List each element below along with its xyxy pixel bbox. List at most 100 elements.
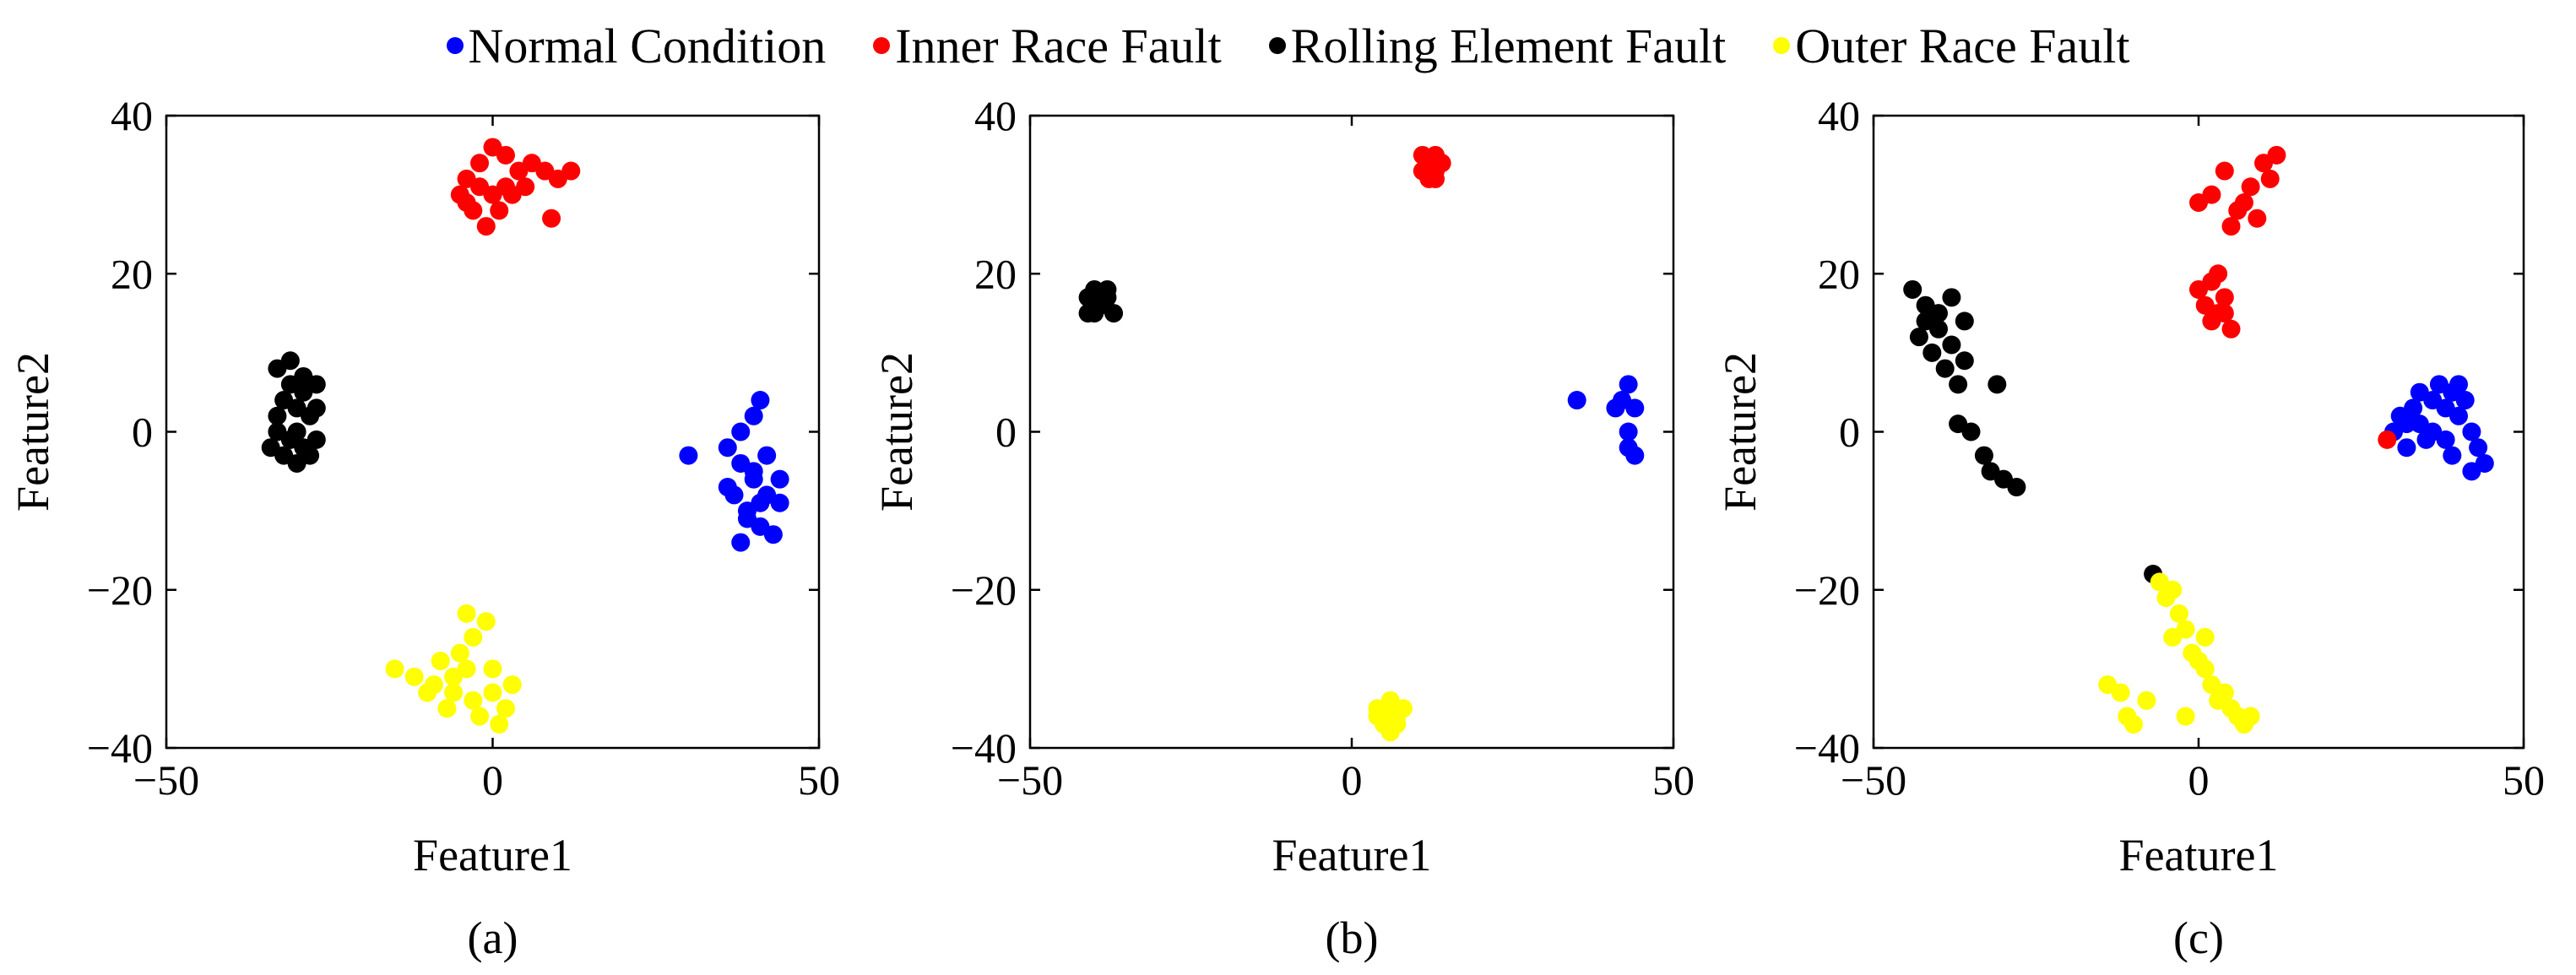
- x-tick-label: −50: [997, 756, 1063, 804]
- data-point-normal: [2449, 375, 2468, 394]
- data-point-normal: [731, 533, 751, 552]
- y-tick-label: 40: [974, 92, 1017, 139]
- data-point-normal: [2436, 430, 2455, 449]
- y-tick-label: 20: [1818, 250, 1860, 297]
- data-point-inner: [496, 177, 515, 197]
- data-point-inner: [2202, 185, 2221, 204]
- data-point-inner: [2260, 169, 2280, 188]
- panel-label: (c): [2173, 913, 2224, 963]
- y-tick-label: −40: [87, 724, 153, 772]
- data-point-inner: [542, 209, 561, 228]
- data-point-rolling: [1078, 304, 1098, 323]
- x-axis-label: Feature1: [2119, 830, 2279, 880]
- data-point-rolling: [268, 406, 287, 425]
- data-point-outer: [483, 683, 502, 702]
- data-point-normal: [2397, 438, 2416, 458]
- data-point-rolling: [294, 382, 313, 402]
- data-point-rolling: [1091, 288, 1110, 307]
- panel-label: (b): [1326, 913, 1379, 963]
- data-point-outer: [444, 683, 464, 702]
- data-point-inner: [2215, 161, 2234, 181]
- data-point-outer: [404, 667, 424, 686]
- data-point-normal: [751, 391, 770, 410]
- data-point-outer: [2163, 580, 2183, 599]
- data-point-normal: [1619, 375, 1638, 394]
- data-point-outer: [2124, 714, 2143, 734]
- data-point-outer: [385, 659, 404, 679]
- x-axis-label: Feature1: [1272, 830, 1432, 880]
- y-tick-label: 20: [974, 250, 1017, 297]
- x-axis-label: Feature1: [413, 830, 572, 880]
- data-point-inner: [2248, 209, 2267, 228]
- data-point-normal: [763, 525, 783, 544]
- data-point-normal: [1613, 391, 1632, 410]
- data-point-outer: [490, 714, 509, 734]
- legend: Normal Condition Inner Race Fault Rollin…: [0, 12, 2576, 79]
- data-point-normal: [2455, 391, 2475, 410]
- y-tick-label: 40: [1818, 92, 1860, 139]
- data-point-inner: [490, 201, 509, 220]
- data-point-outer: [2163, 627, 2183, 647]
- panel-label: (a): [468, 913, 518, 963]
- data-point-inner: [516, 177, 535, 197]
- data-point-inner: [2215, 288, 2234, 307]
- data-point-outer: [2241, 707, 2260, 726]
- data-point-inner: [2234, 192, 2253, 212]
- data-point-outer: [457, 659, 476, 679]
- legend-label-outer: Outer Race Fault: [1795, 18, 2130, 73]
- data-point-outer: [2176, 707, 2195, 726]
- data-point-inner: [2202, 272, 2221, 291]
- legend-item-normal: Normal Condition: [446, 18, 827, 74]
- data-point-normal: [2404, 398, 2423, 418]
- data-point-inner: [1426, 169, 1445, 188]
- data-point-outer: [464, 691, 483, 710]
- y-tick-label: 20: [111, 250, 153, 297]
- data-point-inner: [561, 161, 581, 181]
- data-point-outer: [418, 683, 437, 702]
- y-tick-label: 0: [1839, 409, 1860, 456]
- data-point-inner: [2267, 145, 2286, 165]
- data-point-outer: [450, 643, 469, 663]
- data-point-outer: [1393, 699, 1413, 718]
- data-point-outer: [437, 699, 457, 718]
- data-point-outer: [2111, 683, 2130, 702]
- data-point-outer: [2215, 683, 2234, 702]
- data-point-outer: [2169, 604, 2188, 623]
- data-point-rolling: [1916, 311, 1935, 331]
- data-point-inner: [2215, 304, 2234, 323]
- legend-item-inner: Inner Race Fault: [873, 18, 1222, 74]
- y-tick-label: 0: [132, 409, 153, 456]
- legend-marker-normal: [446, 37, 464, 54]
- legend-label-normal: Normal Condition: [468, 18, 827, 73]
- data-point-inner: [470, 154, 490, 173]
- data-point-normal: [2410, 382, 2429, 402]
- data-point-normal: [718, 478, 737, 497]
- data-point-normal: [679, 446, 698, 465]
- data-point-outer: [1368, 699, 1387, 718]
- data-point-outer: [431, 652, 450, 671]
- data-point-outer: [502, 675, 522, 695]
- y-axis-label: Feature2: [1715, 352, 1765, 512]
- y-tick-label: −40: [1794, 724, 1860, 772]
- data-point-rolling: [1942, 288, 1961, 307]
- data-point-outer: [2195, 659, 2215, 679]
- data-point-normal: [751, 493, 770, 512]
- data-point-normal: [1619, 422, 1638, 441]
- data-point-inner: [2221, 319, 2241, 339]
- data-point-outer: [496, 699, 515, 718]
- y-tick-label: 40: [111, 92, 153, 139]
- data-point-rolling: [306, 398, 326, 418]
- legend-label-inner: Inner Race Fault: [895, 18, 1222, 73]
- data-point-rolling: [1935, 359, 1955, 378]
- y-tick-label: 0: [995, 409, 1017, 456]
- data-point-normal: [737, 509, 757, 528]
- legend-item-rolling: Rolling Element Fault: [1268, 18, 1726, 74]
- data-point-rolling: [1974, 446, 1993, 465]
- legend-marker-inner: [873, 37, 891, 54]
- scatter-panel-2: −50 0 50 −40 −20 0 20 40 Feature1 Feature2 (b): [871, 92, 1695, 963]
- data-point-rolling: [1104, 304, 1124, 323]
- data-point-inner: [2221, 217, 2241, 236]
- data-point-inner: [476, 217, 496, 236]
- data-point-normal: [2462, 422, 2481, 441]
- data-point-rolling: [287, 422, 306, 441]
